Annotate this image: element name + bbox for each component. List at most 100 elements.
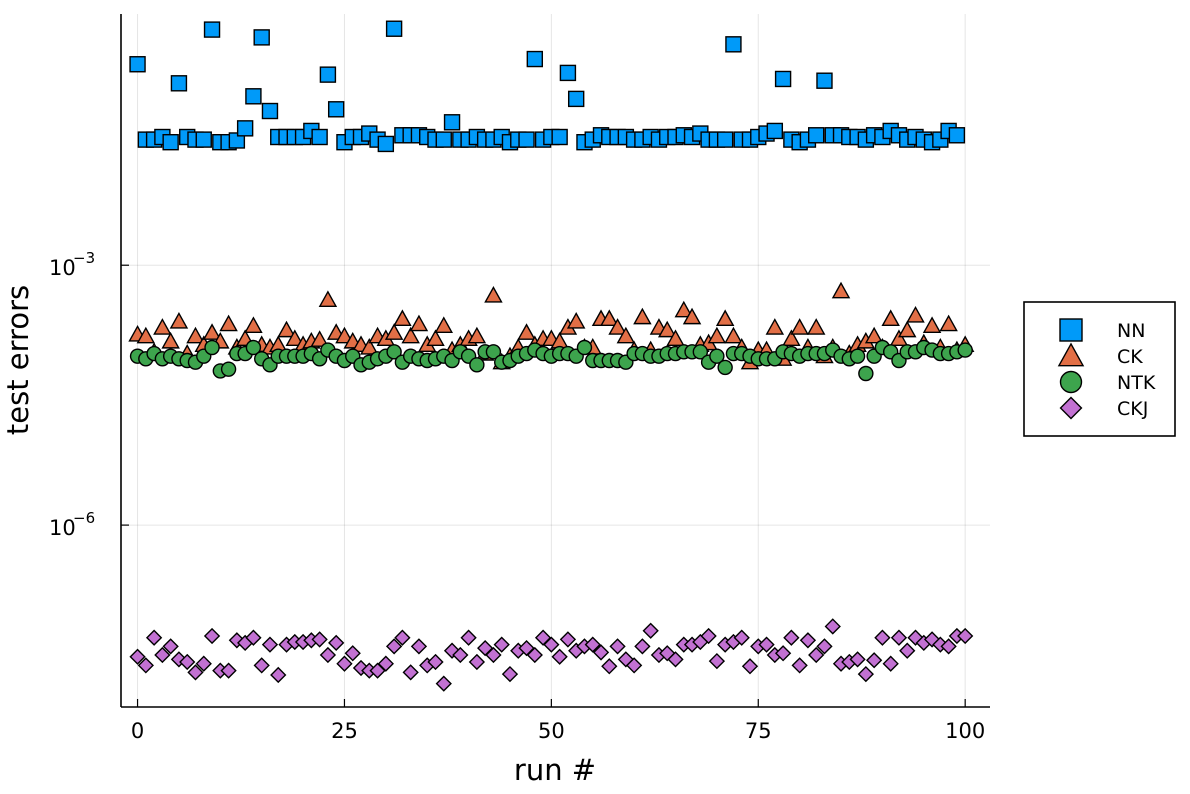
ck-point [806,318,826,335]
ck-point [360,338,379,355]
nn-point [559,64,577,82]
ntk-point [204,339,220,356]
ntk-point [849,348,866,364]
ckj-point [865,652,883,669]
ck-point [384,323,404,340]
ckj-point [352,659,370,677]
ck-point [922,316,942,333]
ck-point [517,323,536,340]
ckj-point [435,675,452,692]
ckj-point [625,657,643,674]
ckj-point [874,629,891,646]
axes [120,14,990,708]
ckj-point [468,653,486,671]
ckj-point [220,662,237,679]
legend-marker-nn [1059,318,1083,342]
nn-point [518,131,535,148]
ckj-point [592,644,610,661]
ck-point [277,320,296,338]
ck-point [608,318,627,335]
ckj-point [319,646,337,664]
ckj-point [187,664,204,681]
ck-point [906,305,925,323]
ckj-point [890,629,908,646]
ckj-point [741,658,759,675]
ckj-point [824,618,841,635]
ck-point [318,290,338,308]
ckj-point [609,638,626,655]
data-points [128,20,975,692]
ck-point [219,314,238,332]
ck-point [657,320,677,338]
nn-point [319,66,337,83]
ckj-point [129,648,146,665]
ckj-point [667,651,684,668]
ck-point [715,309,735,327]
nn-point [195,131,212,148]
ntk-point [386,344,402,360]
ck-point [136,326,156,344]
ckj-point [559,631,577,648]
legend-label-ckj: CKJ [1117,398,1148,420]
ckj-point [402,664,419,681]
ckj-point [526,646,543,664]
ck-point [633,307,652,325]
ck-point [765,318,785,335]
ntk-point [858,365,874,382]
ck-point [409,314,429,332]
ck-point [566,312,586,329]
ckj-point [179,653,196,671]
y-tick-labels: 10−310−6 [49,249,129,540]
ck-point [897,320,917,338]
ckj-point [791,657,808,674]
nn-point [162,134,179,151]
ckj-point [452,646,469,664]
ckj-point [899,642,916,659]
ck-point [161,331,180,349]
series-ckj [129,618,974,692]
ckj-point [543,636,560,653]
ckj-point [808,646,825,664]
ck-point [186,326,205,344]
nn-point [236,120,254,137]
ckj-point [410,638,428,655]
nn-point [774,70,792,88]
nn-point [808,127,825,144]
ck-point [202,323,222,340]
ckj-point [700,627,717,645]
ckj-point [162,638,179,655]
ckj-point [344,645,361,662]
ckj-point [377,655,394,672]
ckj-point [601,658,618,675]
ckj-point [501,665,519,683]
ntk-point [469,357,485,373]
ck-point [864,326,884,344]
y-tick-label: 10 [49,516,76,540]
nn-point [443,114,461,131]
ckj-point [584,636,601,653]
ckj-point [551,648,568,665]
ck-point [335,326,354,344]
ckj-point [195,655,212,672]
ck-point [434,316,454,333]
nn-point [245,88,262,105]
ckj-point [733,629,750,646]
legend: NN CK NTK CKJ [1023,301,1176,437]
ckj-point [460,629,477,646]
legend-label-ck: CK [1117,346,1143,368]
ck-point [310,330,329,347]
ckj-point [957,627,974,645]
ckj-point [774,645,792,662]
legend-box [1023,301,1176,437]
ckj-point [493,636,510,653]
ck-point [782,329,801,346]
nn-point [526,50,544,68]
ckj-point [336,655,353,672]
ntk-point [709,348,725,364]
ckj-point [634,638,651,655]
nn-point [766,122,784,140]
nn-point [567,90,585,108]
ck-point [682,307,702,325]
nn-point [129,56,146,73]
ckj-point [394,629,411,646]
